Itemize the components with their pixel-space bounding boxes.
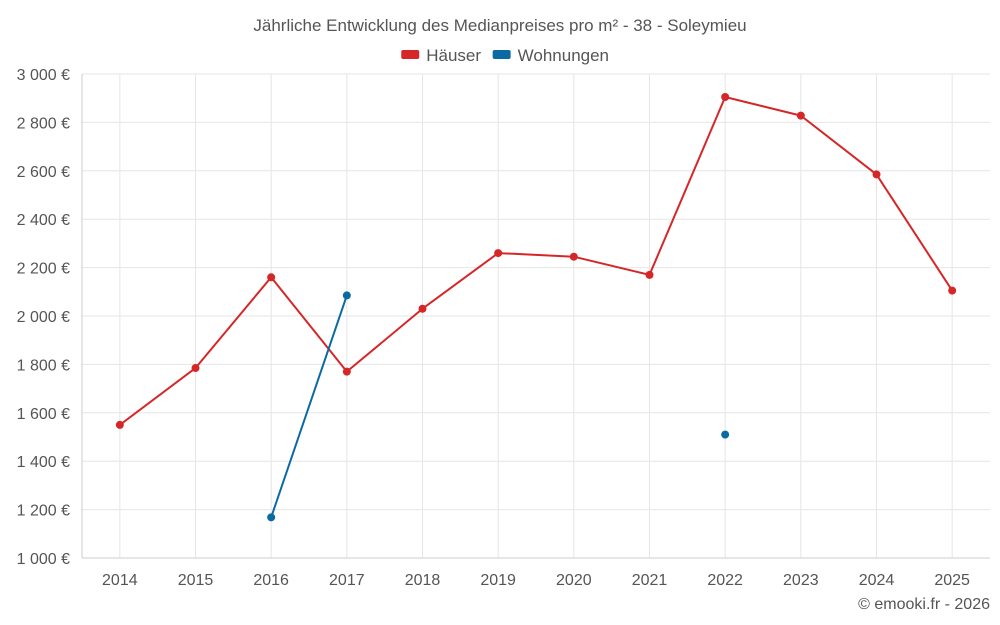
- data-point[interactable]: [721, 92, 730, 101]
- y-tick-label: 2 400 €: [17, 212, 70, 229]
- data-point[interactable]: [115, 420, 124, 429]
- x-tick-label: 2025: [934, 572, 970, 589]
- credit: © emooki.fr - 2026: [858, 596, 990, 613]
- series-1: [267, 291, 730, 522]
- data-point[interactable]: [494, 249, 503, 258]
- x-tick-label: 2014: [102, 572, 138, 589]
- gridlines: [81, 73, 990, 559]
- data-point[interactable]: [645, 270, 654, 279]
- legend-label: Häuser: [426, 46, 481, 65]
- data-point[interactable]: [948, 286, 957, 295]
- chart-title: Jährliche Entwicklung des Medianpreises …: [253, 16, 746, 35]
- y-tick-label: 1 800 €: [17, 357, 70, 374]
- series-0: [115, 92, 957, 429]
- x-tick-label: 2024: [859, 572, 895, 589]
- y-tick-label: 1 400 €: [17, 454, 70, 471]
- data-point[interactable]: [342, 367, 351, 376]
- series-line: [119, 95, 954, 426]
- data-point[interactable]: [267, 273, 276, 282]
- y-tick-label: 3 000 €: [17, 67, 70, 84]
- x-tick-label: 2020: [556, 572, 592, 589]
- y-tick-label: 1 200 €: [17, 503, 70, 520]
- data-point[interactable]: [342, 291, 351, 300]
- data-point[interactable]: [721, 430, 730, 439]
- data-point[interactable]: [872, 170, 881, 179]
- legend-swatch: [492, 50, 511, 59]
- y-tick-label: 2 000 €: [17, 309, 70, 326]
- x-tick-label: 2015: [178, 572, 214, 589]
- x-tick-label: 2023: [783, 572, 819, 589]
- x-axis: 2014 2015 2016 2017 2018 2019 2020 2021 2022 2023…: [102, 572, 970, 589]
- x-tick-label: 2017: [329, 572, 365, 589]
- x-tick-label: 2019: [480, 572, 516, 589]
- y-tick-label: 2 600 €: [17, 164, 70, 181]
- y-tick-label: 1 600 €: [17, 406, 70, 423]
- x-tick-label: 2016: [253, 572, 289, 589]
- y-tick-label: 2 200 €: [17, 261, 70, 278]
- legend-item-1[interactable]: Wohnungen: [492, 46, 609, 65]
- legend-item-0[interactable]: Häuser: [401, 46, 481, 65]
- legend-label: Wohnungen: [518, 46, 609, 65]
- legend-swatch: [401, 50, 420, 59]
- y-tick-label: 1 000 €: [17, 551, 70, 568]
- series-layer: [115, 92, 957, 522]
- data-point[interactable]: [267, 513, 276, 522]
- series-line: [270, 295, 348, 518]
- data-point[interactable]: [418, 304, 427, 313]
- legend: Häuser Wohnungen: [401, 46, 609, 65]
- y-axis: 1 000 € 1 200 € 1 400 € 1 600 € 1 800 € 2 000…: [17, 67, 70, 568]
- x-tick-label: 2021: [632, 572, 668, 589]
- data-point[interactable]: [569, 252, 578, 261]
- x-tick-label: 2018: [405, 572, 441, 589]
- x-tick-label: 2022: [707, 572, 743, 589]
- data-point[interactable]: [191, 364, 200, 373]
- y-tick-label: 2 800 €: [17, 115, 70, 132]
- data-point[interactable]: [796, 111, 805, 120]
